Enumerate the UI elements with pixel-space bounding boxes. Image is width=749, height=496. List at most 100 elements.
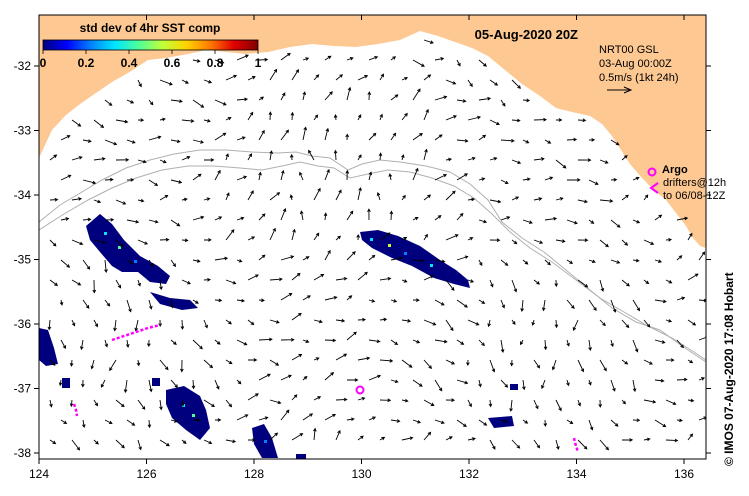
sst-patch bbox=[488, 416, 514, 428]
current-arrow bbox=[109, 359, 117, 372]
x-tick-label: 136 bbox=[674, 467, 694, 481]
current-arrow bbox=[522, 219, 533, 224]
current-arrow bbox=[291, 272, 301, 281]
current-arrow bbox=[566, 219, 578, 225]
current-info-line2: 03-Aug 00:00Z bbox=[599, 58, 672, 70]
current-arrow bbox=[599, 319, 606, 327]
current-arrow bbox=[236, 97, 249, 102]
current-arrow bbox=[148, 379, 153, 393]
plot-frame bbox=[38, 14, 707, 460]
current-arrow bbox=[577, 279, 589, 288]
current-arrow bbox=[401, 398, 409, 403]
colorbar-title: std dev of 4hr SST comp bbox=[80, 21, 221, 35]
current-arrow bbox=[544, 259, 551, 266]
current-arrow bbox=[357, 435, 364, 441]
current-arrow bbox=[247, 190, 254, 201]
current-arrow bbox=[643, 239, 655, 245]
current-arrow bbox=[643, 319, 651, 328]
sst-patch bbox=[166, 386, 210, 440]
current-arrow bbox=[247, 76, 256, 81]
current-arrow bbox=[390, 339, 399, 346]
current-arrow bbox=[489, 279, 494, 288]
current-arrow bbox=[676, 216, 689, 221]
x-tick-label: 128 bbox=[244, 467, 264, 481]
current-arrow bbox=[599, 359, 607, 372]
current-arrow bbox=[445, 157, 453, 162]
current-arrow bbox=[346, 56, 354, 61]
current-arrow bbox=[388, 173, 393, 181]
current-arrow bbox=[60, 217, 70, 221]
current-arrow bbox=[225, 74, 238, 81]
sst-speckle bbox=[104, 232, 107, 235]
current-arrow bbox=[665, 237, 673, 242]
current-arrow bbox=[390, 94, 399, 101]
current-arrow bbox=[203, 197, 211, 201]
argo-label: Argo bbox=[662, 164, 688, 176]
current-arrow bbox=[313, 187, 321, 201]
argo-float-icon bbox=[355, 385, 365, 395]
current-arrow bbox=[478, 419, 488, 426]
current-arrow bbox=[236, 175, 248, 181]
current-arrow bbox=[203, 277, 211, 282]
current-arrow bbox=[445, 279, 455, 291]
current-arrow bbox=[577, 359, 585, 373]
current-arrow bbox=[214, 59, 225, 64]
current-arrow bbox=[82, 299, 90, 309]
current-arrow bbox=[621, 239, 629, 246]
sst-patch bbox=[86, 214, 170, 284]
current-arrow bbox=[269, 432, 279, 441]
current-arrow bbox=[236, 216, 245, 221]
current-arrow bbox=[434, 259, 446, 264]
current-arrow bbox=[115, 279, 122, 289]
current-arrow bbox=[509, 399, 513, 412]
current-arrow bbox=[356, 233, 361, 241]
current-arrow bbox=[555, 399, 562, 412]
current-arrow bbox=[401, 194, 406, 201]
current-arrow bbox=[522, 139, 530, 144]
current-arrow bbox=[280, 337, 295, 342]
current-arrow bbox=[291, 228, 296, 241]
current-arrow bbox=[313, 74, 320, 81]
current-arrow bbox=[487, 319, 491, 328]
current-arrow bbox=[280, 409, 290, 421]
current-arrow bbox=[522, 419, 529, 424]
current-arrow bbox=[676, 418, 683, 423]
current-arrow bbox=[687, 359, 694, 364]
current-arrow bbox=[456, 379, 469, 385]
current-arrow bbox=[104, 339, 109, 348]
current-arrow bbox=[621, 154, 628, 161]
current-arrow bbox=[299, 171, 304, 181]
current-arrow bbox=[313, 357, 320, 361]
current-arrow bbox=[610, 299, 617, 313]
current-arrow bbox=[225, 229, 235, 241]
current-arrow bbox=[71, 319, 76, 327]
current-arrow bbox=[533, 359, 541, 369]
current-arrow bbox=[225, 319, 232, 325]
current-arrow bbox=[445, 436, 453, 441]
drifter-legend: Argo drifters@12h to 06/08-12Z bbox=[647, 164, 726, 202]
current-arrow bbox=[170, 219, 181, 227]
current-arrow bbox=[289, 153, 294, 161]
current-arrow bbox=[159, 279, 163, 291]
current-arrow bbox=[434, 299, 445, 306]
argo-marker-icon bbox=[647, 167, 657, 177]
current-arrow bbox=[100, 379, 106, 388]
current-arrow bbox=[654, 259, 662, 263]
current-arrow bbox=[687, 232, 693, 241]
current-arrow bbox=[423, 194, 432, 201]
current-arrow bbox=[299, 210, 304, 221]
current-arrow bbox=[511, 159, 522, 165]
current-arrow bbox=[357, 114, 362, 121]
current-arrow bbox=[203, 439, 213, 445]
sst-speckle bbox=[370, 238, 373, 241]
colorbar: std dev of 4hr SST comp 0 0.2 0.4 0.6 0.8 1 bbox=[40, 21, 262, 70]
current-arrow bbox=[269, 150, 274, 161]
current-arrow bbox=[47, 319, 52, 331]
current-arrow bbox=[159, 439, 170, 447]
current-arrow bbox=[520, 299, 524, 313]
current-arrow bbox=[60, 419, 68, 425]
current-arrow bbox=[170, 259, 177, 268]
current-arrow bbox=[467, 237, 474, 241]
current-arrow bbox=[445, 79, 457, 85]
current-arrow bbox=[423, 39, 434, 44]
